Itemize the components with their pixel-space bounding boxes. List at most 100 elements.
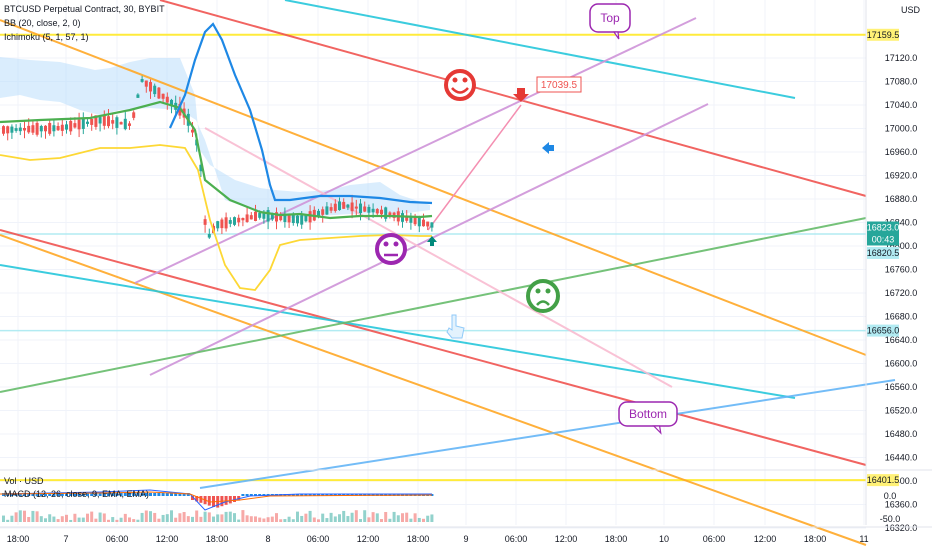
candle-body [304,215,308,222]
candle-body [367,206,371,213]
target-price-text: 17039.5 [541,80,578,91]
volume-bar [350,512,354,522]
annotations[interactable]: Top Bottom 17039.5 [375,3,678,435]
macd-hist-bar [102,493,106,496]
volume-bar [195,510,199,522]
price-badge-text: 17159.5 [867,30,900,40]
volume-bar [48,514,52,522]
candle-body [6,126,10,134]
macd-hist-bar [52,493,56,496]
candle-body [279,214,283,221]
macd-hist-bar [39,493,43,496]
candle-body [123,118,127,130]
volume-bar [388,518,392,522]
macd-hist-bar [245,494,249,496]
volume-bar [321,513,325,522]
volume-bar [275,513,278,522]
symbol-legend[interactable]: BTCUSD Perpetual Contract, 30, BYBIT [4,4,165,14]
bottom-callout[interactable]: Bottom [618,401,678,435]
volume-bar [60,516,64,522]
macd-hist-bar [128,493,131,496]
candle-body [128,123,131,126]
volume-bar [233,513,236,522]
candle-body [350,202,354,212]
macd-hist-bar [258,494,262,496]
macd-hist-bar [86,493,89,496]
macd-hist-bar [321,494,325,496]
candle-body [291,214,295,224]
candle-body [430,222,434,228]
neutral-face-icon-eye-right [393,241,399,247]
macd-legend[interactable]: MACD (12, 26, close, 9, EMA, EMA) [4,489,150,499]
volume-bar [300,515,304,522]
candle-body [270,213,274,220]
volume-bar [422,518,425,522]
volume-bar [14,512,18,522]
candle-body [258,213,262,218]
bottom-callout-tail [652,425,662,435]
volume-legend[interactable]: Vol · USD [4,476,44,486]
volume-bar [203,511,207,522]
volume-bar [44,518,47,522]
candle-body [287,214,291,223]
volume-bar [52,516,56,522]
candle-body [170,99,173,107]
volume-bar [359,519,362,522]
volume-bar [304,513,308,522]
volume-bar [77,517,81,522]
ichimoku-legend[interactable]: Ichimoku (5, 1, 57, 1) [4,32,89,42]
trendlines[interactable] [0,0,896,546]
volume-bar [18,510,22,522]
volume-bar [90,511,94,522]
macd-hist-bar [233,496,236,502]
volume-bar [111,517,115,522]
macd-hist-bar [27,493,31,496]
candle-body [422,219,425,227]
volume-bar [220,514,224,522]
macd-hist-bar [107,493,110,496]
y-tick-label: 16600.0 [885,359,918,369]
candle-body [98,117,102,124]
volume-bar [417,517,421,522]
volume-bar [249,516,253,522]
macd-hist-bar [98,493,102,496]
candle-body [224,217,228,229]
volume-bar [216,514,220,522]
ichimoku-cloud [0,57,430,218]
candle-body [149,82,152,92]
y-tick-label: 16880.0 [885,194,918,204]
macd-hist-bar [338,494,341,496]
macd-hist-bar [140,493,144,496]
x-tick-label: 06:00 [703,534,726,544]
candle-body [81,118,85,129]
candle-body [245,214,249,222]
volume-bar [405,512,409,522]
candle-body [153,85,157,95]
macd-hist-bar [165,493,169,496]
volume-bar [165,514,169,522]
y-tick-label: 16720.0 [885,288,918,298]
macd-hist-bar [333,494,337,496]
macd-hist-bar [249,494,253,496]
top-callout[interactable]: Top [589,3,631,40]
volume-bar [144,510,148,522]
macd-hist-bar [291,494,295,496]
neutral-face-icon-eye-left [383,241,389,247]
candle-body [165,96,169,103]
bb-legend[interactable]: BB (20, close, 2, 0) [4,18,81,28]
up-arrow-icon [427,236,437,246]
volume-bar [140,512,144,522]
horizontal-levels [0,33,866,482]
volume-bar [346,516,350,522]
candle-body [18,127,22,132]
volume-bar [224,511,228,522]
volume-bar [329,512,333,522]
x-tick-label: 06:00 [307,534,330,544]
price-badge [867,324,899,337]
macd-hist-bar [304,494,308,496]
volume-bar [10,515,14,522]
x-tick-label: 9 [463,534,468,544]
price-badge-text: 16656.0 [867,326,900,336]
